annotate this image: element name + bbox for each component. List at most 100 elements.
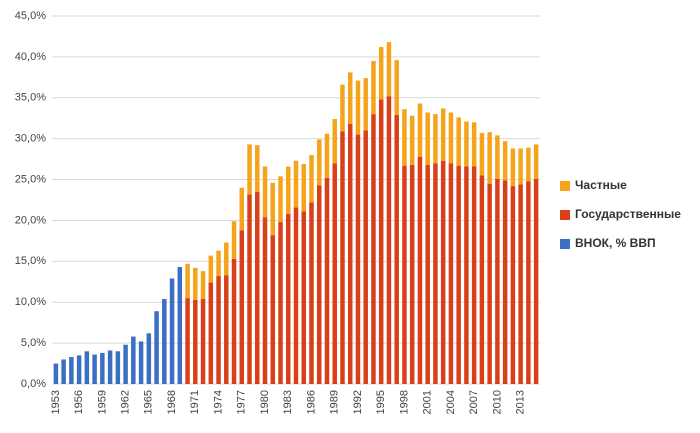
bar-segment <box>154 311 159 384</box>
bar-segment <box>464 166 469 384</box>
bar-segment <box>61 359 66 384</box>
bar-segment <box>487 183 492 384</box>
bar-segment <box>340 84 345 132</box>
bar-segment <box>471 122 477 167</box>
bar-segment <box>262 217 268 384</box>
bar-segment <box>409 115 415 165</box>
bar-segment <box>332 163 337 384</box>
bar-segment <box>216 276 221 384</box>
bar-segment <box>278 176 283 223</box>
legend-label: ВНОК, % ВВП <box>575 236 656 250</box>
bar-segment <box>363 130 368 384</box>
bar-segment <box>286 166 291 214</box>
bar-segment <box>386 42 392 97</box>
bar-segment <box>355 80 361 135</box>
y-tick-label: 0,0% <box>21 378 46 390</box>
bar-segment <box>495 178 500 384</box>
x-tick-label: 1989 <box>329 390 341 414</box>
bar-segment <box>347 123 353 385</box>
bar-segment <box>347 72 353 124</box>
bar-segment <box>286 213 291 384</box>
x-tick-label: 1977 <box>236 390 248 414</box>
x-tick-label: 1998 <box>398 390 410 414</box>
x-tick-label: 2007 <box>468 390 480 414</box>
bar-segment <box>448 163 454 384</box>
bar-segment <box>247 144 252 195</box>
bar-segment <box>394 60 399 115</box>
bar-segment <box>378 47 384 100</box>
x-tick-label: 1980 <box>259 390 271 414</box>
bar-segment <box>510 186 516 384</box>
bar-segment <box>316 139 322 186</box>
bar-segment <box>301 164 306 212</box>
bar-segment <box>433 114 438 164</box>
bar-segment <box>479 132 485 176</box>
x-tick-label: 2001 <box>422 390 434 414</box>
bar-segment <box>255 191 260 384</box>
bar-segment <box>224 242 229 276</box>
bar-segment <box>193 267 198 300</box>
bar-segment <box>340 131 345 384</box>
bar-segment <box>324 133 330 178</box>
y-tick-label: 35,0% <box>15 92 46 104</box>
bar-segment <box>208 282 214 384</box>
bar-segment <box>440 108 446 161</box>
bar-segment <box>464 121 469 167</box>
bar-segment <box>255 145 260 192</box>
bar-segment <box>456 117 461 166</box>
bar-segment <box>526 181 531 384</box>
bar-segment <box>100 352 105 384</box>
bar-segment <box>185 298 190 384</box>
bar-segment <box>262 166 268 218</box>
x-tick-label: 2004 <box>445 390 457 414</box>
y-tick-label: 5,0% <box>21 337 46 349</box>
bar-segment <box>448 112 454 164</box>
bar-segment <box>200 271 206 299</box>
bar-segment <box>76 355 82 384</box>
bar-segment <box>115 351 121 384</box>
bar-segment <box>433 163 438 384</box>
bar-segment <box>409 164 415 384</box>
bar-segment <box>309 155 314 203</box>
bar-segment <box>402 109 407 166</box>
bar-segment <box>185 263 190 299</box>
x-tick-label: 1956 <box>73 390 85 414</box>
bar-segment <box>224 275 229 384</box>
bar-segment <box>394 114 399 384</box>
bar-segment <box>518 184 523 384</box>
bar-segment <box>177 267 183 384</box>
bar-segment <box>526 147 531 182</box>
bar-segment <box>417 103 423 157</box>
y-tick-label: 40,0% <box>15 51 46 63</box>
bar-segment <box>502 141 508 181</box>
bar-segment <box>301 211 306 384</box>
bar-segment <box>84 351 90 384</box>
x-tick-label: 2013 <box>515 390 527 414</box>
bar-segment <box>231 258 237 384</box>
bar-segment <box>146 333 152 384</box>
bar-segment <box>69 357 74 384</box>
legend-label: Государственные <box>575 207 681 221</box>
bar-segment <box>231 221 237 259</box>
bar-segment <box>162 298 167 384</box>
bar-segment <box>200 298 206 384</box>
x-tick-label: 1992 <box>352 390 364 414</box>
y-tick-label: 25,0% <box>15 173 46 185</box>
bar-segment <box>533 178 539 384</box>
bar-segment <box>293 160 299 208</box>
y-tick-label: 10,0% <box>15 296 46 308</box>
bar-segment <box>417 156 423 384</box>
bar-segment <box>495 135 500 179</box>
bar-segment <box>216 250 221 277</box>
legend: Частные Государственные ВНОК, % ВВП <box>560 178 681 250</box>
bar-segment <box>471 166 477 384</box>
bar-segment <box>363 78 368 131</box>
bar-segment <box>107 350 113 384</box>
bar-segment <box>270 182 276 236</box>
bar-segment <box>425 164 430 384</box>
bar-segment <box>378 99 384 384</box>
x-tick-label: 1974 <box>212 390 224 414</box>
bar-segment <box>440 160 446 384</box>
